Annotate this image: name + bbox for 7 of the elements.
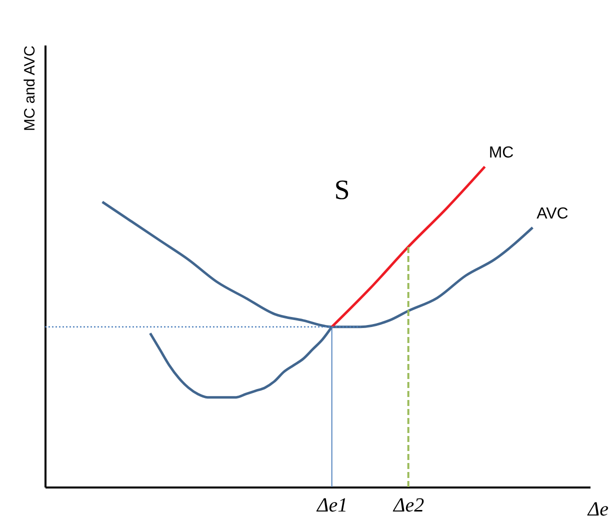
annotation: S [334,174,350,206]
x-tick-label: Δe1 [316,494,348,516]
y-axis-title: MC and AVC [22,45,38,132]
x-axis-title: Δe [586,498,609,520]
series-label: AVC [536,206,568,223]
series-label: MC [488,144,514,162]
x-tick-label: Δe2 [392,494,424,516]
